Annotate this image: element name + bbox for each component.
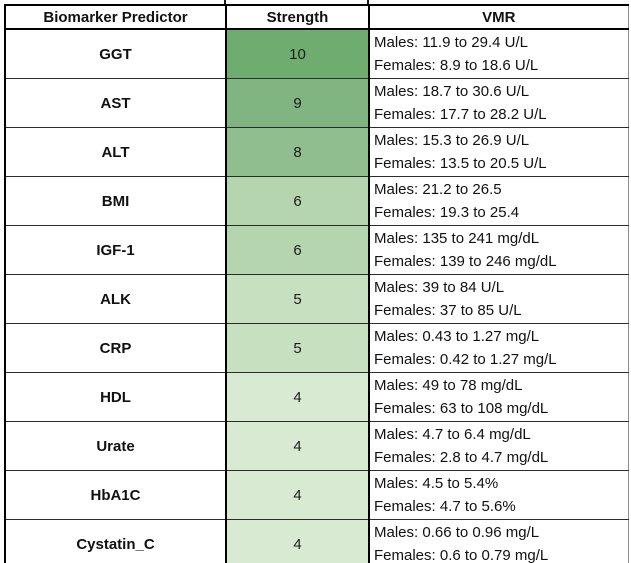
biomarker-cell[interactable]: CRP (4, 323, 227, 373)
table-row: Urate 4 Males: 4.7 to 6.4 mg/dL Females: 2.… (4, 421, 629, 471)
header-row: Biomarker Predictor Strength VMR (4, 4, 629, 30)
table-row: ALK 5 Males: 39 to 84 U/L Females: 37 to 85… (4, 274, 629, 324)
strength-cell[interactable]: 4 (225, 372, 370, 422)
biomarker-cell[interactable]: HDL (4, 372, 227, 422)
table-row: HbA1C 4 Males: 4.5 to 5.4% Females: 4.7 to … (4, 470, 629, 520)
vmr-cell[interactable]: Males: 0.66 to 0.96 mg/L Females: 0.6 to … (368, 519, 629, 563)
table-row: IGF-1 6 Males: 135 to 241 mg/dL Females: 13… (4, 225, 629, 275)
col-header-biomarker-predictor[interactable]: Biomarker Predictor (4, 4, 227, 30)
table-row: AST 9 Males: 18.7 to 30.6 U/L Females: 17.7… (4, 78, 629, 128)
biomarker-table: Biomarker Predictor Strength VMR GGT 10 Ma… (4, 4, 629, 563)
table-row: BMI 6 Males: 21.2 to 26.5 Females: 19.3 to … (4, 176, 629, 226)
vmr-females-line: Females: 139 to 246 mg/dL (374, 253, 557, 270)
vmr-cell[interactable]: Males: 39 to 84 U/L Females: 37 to 85 U/L (368, 274, 629, 324)
vmr-cell[interactable]: Males: 135 to 241 mg/dL Females: 139 to 2… (368, 225, 629, 275)
vmr-females-line: Females: 13.5 to 20.5 U/L (374, 155, 547, 172)
biomarker-cell[interactable]: ALT (4, 127, 227, 177)
biomarker-cell[interactable]: Cystatin_C (4, 519, 227, 563)
table-row: Cystatin_C 4 Males: 0.66 to 0.96 mg/L Femal… (4, 519, 629, 563)
gridline-stub (367, 0, 369, 5)
vmr-males-line: Males: 11.9 to 29.4 U/L (374, 34, 528, 51)
vmr-males-line: Males: 15.3 to 26.9 U/L (374, 132, 530, 149)
biomarker-cell[interactable]: HbA1C (4, 470, 227, 520)
vmr-females-line: Females: 2.8 to 4.7 mg/dL (374, 449, 549, 466)
table-body: GGT 10 Males: 11.9 to 29.4 U/L Females: 8.9… (4, 28, 629, 563)
vmr-males-line: Males: 21.2 to 26.5 (374, 181, 502, 198)
vmr-females-line: Females: 0.6 to 0.79 mg/L (374, 547, 549, 563)
vmr-females-line: Females: 19.3 to 25.4 (374, 204, 520, 221)
vmr-males-line: Males: 0.66 to 0.96 mg/L (374, 524, 540, 541)
vmr-cell[interactable]: Males: 4.5 to 5.4% Females: 4.7 to 5.6% (368, 470, 629, 520)
gridline-stub (224, 0, 226, 5)
vmr-males-line: Males: 135 to 241 mg/dL (374, 230, 540, 247)
vmr-females-line: Females: 63 to 108 mg/dL (374, 400, 549, 417)
vmr-cell[interactable]: Males: 0.43 to 1.27 mg/L Females: 0.42 to… (368, 323, 629, 373)
table-row: CRP 5 Males: 0.43 to 1.27 mg/L Females: 0.4… (4, 323, 629, 373)
vmr-females-line: Females: 37 to 85 U/L (374, 302, 522, 319)
table-row: GGT 10 Males: 11.9 to 29.4 U/L Females: 8.9… (4, 28, 629, 79)
biomarker-cell[interactable]: AST (4, 78, 227, 128)
strength-cell[interactable]: 8 (225, 127, 370, 177)
strength-cell[interactable]: 5 (225, 274, 370, 324)
vmr-males-line: Males: 18.7 to 30.6 U/L (374, 83, 530, 100)
strength-cell[interactable]: 6 (225, 225, 370, 275)
biomarker-cell[interactable]: ALK (4, 274, 227, 324)
vmr-males-line: Males: 49 to 78 mg/dL (374, 377, 523, 394)
table-row: HDL 4 Males: 49 to 78 mg/dL Females: 63 to … (4, 372, 629, 422)
vmr-females-line: Females: 0.42 to 1.27 mg/L (374, 351, 557, 368)
vmr-cell[interactable]: Males: 18.7 to 30.6 U/L Females: 17.7 to … (368, 78, 629, 128)
biomarker-cell[interactable]: GGT (4, 28, 227, 79)
biomarker-cell[interactable]: BMI (4, 176, 227, 226)
vmr-females-line: Females: 8.9 to 18.6 U/L (374, 57, 539, 74)
vmr-cell[interactable]: Males: 4.7 to 6.4 mg/dL Females: 2.8 to 4… (368, 421, 629, 471)
vmr-males-line: Males: 4.7 to 6.4 mg/dL (374, 426, 531, 443)
vmr-cell[interactable]: Males: 11.9 to 29.4 U/L Females: 8.9 to 1… (368, 28, 629, 79)
vmr-cell[interactable]: Males: 49 to 78 mg/dL Females: 63 to 108 … (368, 372, 629, 422)
vmr-females-line: Females: 4.7 to 5.6% (374, 498, 516, 515)
table-row: ALT 8 Males: 15.3 to 26.9 U/L Females: 13.5… (4, 127, 629, 177)
strength-cell[interactable]: 5 (225, 323, 370, 373)
vmr-males-line: Males: 4.5 to 5.4% (374, 475, 499, 492)
biomarker-cell[interactable]: Urate (4, 421, 227, 471)
vmr-females-line: Females: 17.7 to 28.2 U/L (374, 106, 547, 123)
biomarker-cell[interactable]: IGF-1 (4, 225, 227, 275)
col-header-strength[interactable]: Strength (225, 4, 370, 30)
vmr-cell[interactable]: Males: 21.2 to 26.5 Females: 19.3 to 25.4 (368, 176, 629, 226)
col-header-vmr[interactable]: VMR (368, 4, 629, 30)
vmr-males-line: Males: 0.43 to 1.27 mg/L (374, 328, 540, 345)
vmr-cell[interactable]: Males: 15.3 to 26.9 U/L Females: 13.5 to … (368, 127, 629, 177)
strength-cell[interactable]: 10 (225, 28, 370, 79)
strength-cell[interactable]: 4 (225, 519, 370, 563)
strength-cell[interactable]: 6 (225, 176, 370, 226)
strength-cell[interactable]: 4 (225, 421, 370, 471)
vmr-males-line: Males: 39 to 84 U/L (374, 279, 505, 296)
strength-cell[interactable]: 9 (225, 78, 370, 128)
strength-cell[interactable]: 4 (225, 470, 370, 520)
